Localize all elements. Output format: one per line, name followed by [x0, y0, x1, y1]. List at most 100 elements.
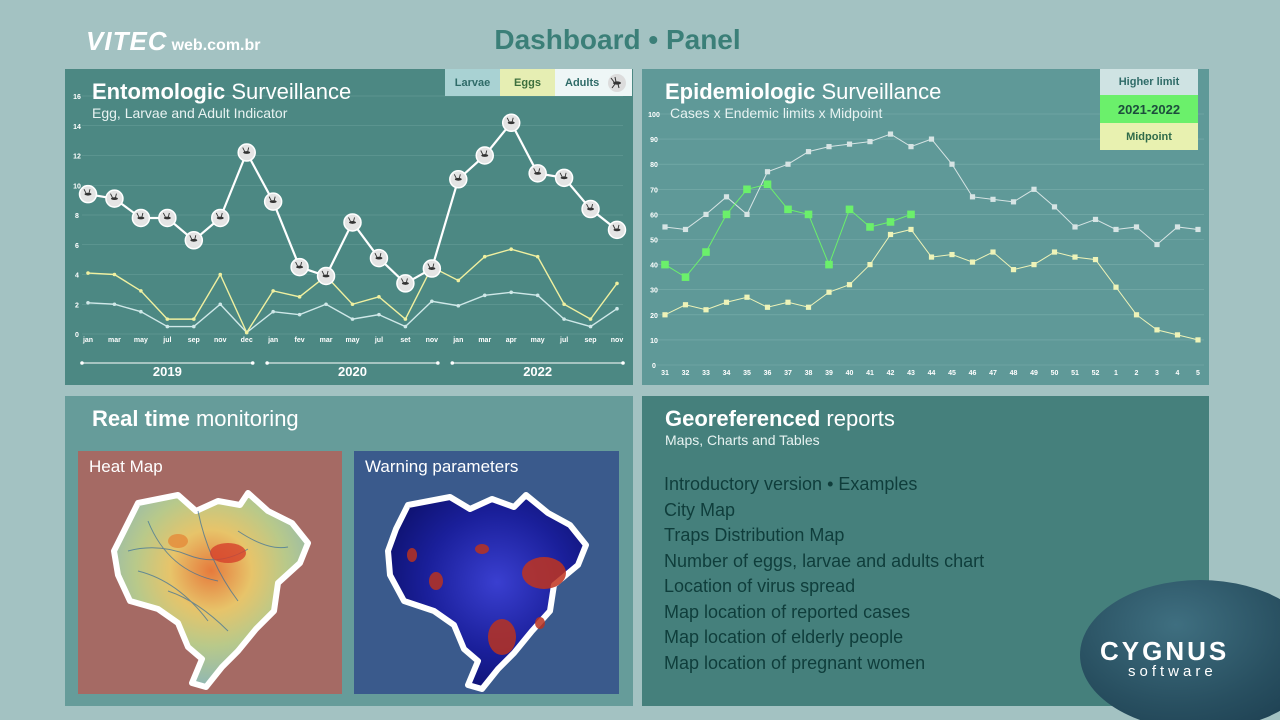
cygnus-badge	[1080, 580, 1280, 720]
georeferenced-title: Georeferenced reports	[665, 406, 895, 432]
point-marker	[1113, 226, 1119, 233]
x-tick-label: nov	[611, 337, 624, 344]
geo-item-traps-map[interactable]: Traps Distribution Map	[664, 525, 845, 545]
geo-item-reported-cases[interactable]: Map location of reported cases	[664, 601, 911, 622]
y-tick-label: 70	[650, 187, 658, 194]
y-tick-label: 30	[650, 288, 658, 295]
year-label: 2022	[523, 364, 552, 379]
x-tick-label: dec	[241, 337, 253, 344]
point-eggs	[244, 330, 249, 335]
point-marker	[928, 136, 935, 142]
geo-item-eggs-chart[interactable]: Number of eggs, larvae and adults chart	[664, 550, 985, 571]
adult-point	[475, 146, 494, 165]
warning-map-card[interactable]: Warning parameters	[354, 451, 619, 694]
cygnus-brand: CYGNUS	[1100, 636, 1230, 666]
year-bracket-end	[621, 361, 625, 365]
x-tick-label: jul	[374, 337, 383, 344]
point-marker	[1133, 224, 1140, 230]
point-marker	[825, 260, 833, 269]
point-marker	[1010, 199, 1017, 205]
adult-point	[78, 184, 98, 204]
x-tick-label: 43	[907, 370, 915, 377]
x-tick-label: 4	[1176, 370, 1180, 377]
adult-point	[554, 168, 574, 188]
point-marker	[661, 260, 669, 269]
geo-item-virus-spread[interactable]: Location of virus spread	[664, 576, 856, 596]
x-tick-label: sep	[585, 337, 597, 344]
point-marker	[1051, 204, 1058, 210]
entomologic-chart: 0 2 4 6 8 10 12 14 16 jan mar may jul sep nov dec jan fev…	[73, 94, 627, 379]
x-tick-label: mar	[478, 337, 491, 344]
x-tick-label: may	[531, 337, 545, 344]
point-larvae	[562, 317, 566, 321]
legend-higher-limit[interactable]: Higher limit	[1100, 69, 1198, 95]
point-marker	[703, 307, 709, 313]
adult-point	[158, 208, 177, 228]
point-marker	[949, 251, 955, 258]
point-marker	[1092, 216, 1099, 223]
realtime-title: Real time monitoring	[92, 406, 299, 432]
cygnus-logo[interactable]: CYGNUS software	[1100, 636, 1229, 680]
y-tick-label: 40	[650, 263, 658, 270]
vitec-logo[interactable]: VITEC web.com.br	[86, 26, 260, 57]
y-tick-label: 50	[650, 238, 658, 245]
logo-sub: web.com.br	[171, 37, 261, 54]
point-marker	[1154, 327, 1160, 333]
point-marker	[1195, 226, 1201, 233]
x-tick-label: 39	[825, 370, 833, 377]
x-tick-label: jul	[559, 337, 568, 344]
epidemiologic-title: Epidemiologic Surveillance	[665, 79, 941, 105]
point-eggs	[588, 317, 593, 321]
point-larvae	[165, 324, 170, 329]
geo-item-pregnant[interactable]: Map location of pregnant women	[664, 652, 926, 673]
point-marker	[887, 131, 894, 137]
x-tick-label: 40	[846, 370, 854, 377]
point-marker	[1174, 224, 1181, 230]
cygnus-brand-sub: software	[1128, 663, 1217, 680]
point-larvae	[350, 317, 355, 321]
legend-cases[interactable]: 2021-2022	[1100, 95, 1198, 123]
warning-map-label: Warning parameters	[365, 457, 519, 476]
point-marker	[662, 224, 668, 230]
legend-larvae[interactable]: Larvae	[445, 69, 500, 96]
realtime-panel: Real time monitoring Heat Map	[65, 396, 633, 706]
adult-point	[211, 208, 230, 228]
geo-item-elderly[interactable]: Map location of elderly people	[664, 627, 904, 647]
point-larvae	[377, 312, 381, 317]
x-tick-label: 36	[764, 370, 772, 377]
y-tick-label: 2	[75, 302, 79, 309]
point-larvae	[218, 302, 223, 307]
x-tick-label: jan	[82, 337, 93, 344]
geo-item-city-map[interactable]: City Map	[664, 499, 736, 520]
point-eggs	[112, 272, 117, 277]
entomologic-subtitle: Egg, Larvae and Adult Indicator	[92, 105, 288, 121]
page-title: Dashboard • Panel	[494, 24, 741, 55]
legend-adults[interactable]: Adults	[555, 69, 632, 96]
adult-point	[184, 231, 204, 250]
x-tick-label: 31	[661, 370, 669, 377]
point-larvae	[112, 302, 117, 307]
legend-eggs[interactable]: Eggs	[500, 69, 555, 96]
point-marker	[785, 161, 791, 167]
georeferenced-title-bold: Georeferenced	[665, 406, 821, 431]
adult-point	[396, 274, 415, 293]
adult-point	[237, 143, 256, 162]
epidemiologic-panel: 0 10 20 30 40 50 60 70 80 90 100 31 32 33 34 35 36 37 38 39…	[642, 69, 1209, 385]
year-bracket-end	[265, 361, 269, 365]
entomologic-title-bold: Entomologic	[92, 79, 226, 104]
point-marker	[1072, 254, 1078, 260]
year-bracket-end	[80, 361, 84, 365]
point-larvae	[139, 309, 143, 314]
x-tick-label: 46	[969, 370, 977, 377]
point-marker	[1031, 262, 1037, 268]
heat-map-card[interactable]: Heat Map	[78, 451, 342, 694]
legend-midpoint[interactable]: Midpoint	[1100, 123, 1198, 150]
point-marker	[682, 302, 689, 308]
y-tick-label: 0	[652, 363, 656, 370]
x-tick-label: 1	[1114, 370, 1118, 377]
mosquito-icon	[608, 73, 627, 92]
adult-point	[105, 189, 124, 208]
point-eggs	[509, 247, 513, 252]
y-tick-label: 0	[75, 332, 79, 339]
